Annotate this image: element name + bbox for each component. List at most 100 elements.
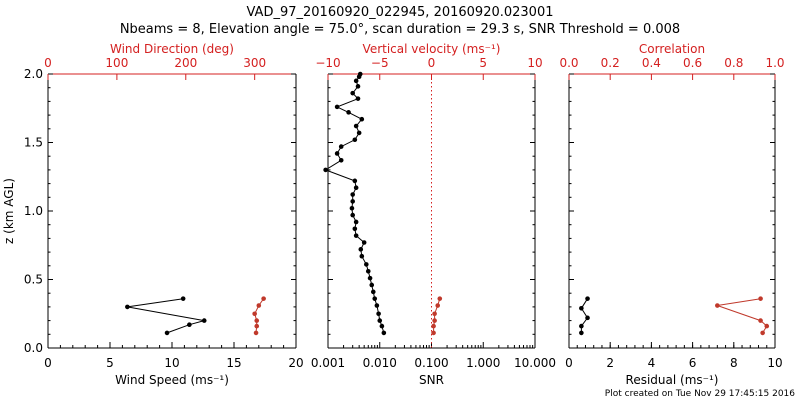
data-point <box>432 311 437 317</box>
data-point <box>764 323 770 329</box>
top-x-tick-label: 300 <box>243 56 266 70</box>
x-tick-label: 10 <box>164 356 179 370</box>
y-tick-label: 1.0 <box>24 204 43 218</box>
data-point <box>353 78 359 84</box>
data-point <box>180 296 186 301</box>
x-tick-label: 0.100 <box>414 356 448 370</box>
data-point <box>715 303 720 308</box>
x-tick-label: 15 <box>226 356 241 370</box>
data-point <box>376 311 381 317</box>
data-point <box>435 303 441 308</box>
x-tick-label: 1.000 <box>466 356 500 370</box>
x-tick-label: 20 <box>288 356 303 370</box>
data-point <box>370 289 376 295</box>
data-point <box>201 318 207 323</box>
data-point <box>256 303 262 308</box>
data-point <box>372 296 378 301</box>
top-x-axis-label: Correlation <box>639 42 705 56</box>
x-tick-label: 0 <box>565 356 573 370</box>
x-tick-label: 0.001 <box>311 356 345 370</box>
x-tick-label: 10 <box>767 356 782 370</box>
data-point <box>377 318 383 323</box>
top-x-tick-label: 0 <box>428 56 436 70</box>
data-point <box>254 318 260 323</box>
data-point <box>323 167 328 173</box>
top-x-tick-label: 100 <box>105 56 128 70</box>
series-line-0 <box>127 298 205 334</box>
data-point <box>432 318 437 323</box>
data-point <box>334 151 340 156</box>
x-tick-label: 2 <box>606 356 614 370</box>
y-tick-label: 0.0 <box>24 341 43 355</box>
data-point <box>125 304 130 310</box>
x-axis-label: Wind Speed (ms⁻¹) <box>115 373 229 387</box>
data-point <box>346 110 351 115</box>
data-point <box>579 305 584 311</box>
data-point <box>355 84 361 89</box>
data-point <box>579 330 584 336</box>
top-x-tick-label: 5 <box>479 56 487 70</box>
data-point <box>353 185 359 191</box>
series-line-0 <box>328 74 385 334</box>
data-point <box>437 296 443 301</box>
data-point <box>361 240 367 245</box>
top-x-tick-label: 0 <box>44 56 52 70</box>
figure-title-line1: VAD_97_20160920_022945, 20160920.023001 <box>247 5 554 20</box>
x-axis-label: SNR <box>419 373 444 387</box>
data-point <box>431 323 436 329</box>
data-point <box>334 104 340 110</box>
data-point <box>350 90 355 96</box>
top-x-tick-label: 1.0 <box>765 56 784 70</box>
data-point <box>367 275 373 281</box>
x-tick-label: 4 <box>648 356 656 370</box>
top-x-tick-label: −10 <box>315 56 340 70</box>
data-point <box>350 199 355 204</box>
data-point <box>579 323 584 329</box>
y-axis-label: z (km AGL) <box>2 178 16 244</box>
data-point <box>353 219 359 225</box>
data-point <box>381 330 387 336</box>
data-point <box>374 303 380 308</box>
top-x-tick-label: 0.6 <box>683 56 702 70</box>
y-tick-label: 2.0 <box>24 67 43 81</box>
data-point <box>338 158 344 163</box>
data-point <box>364 262 369 267</box>
x-tick-label: 6 <box>689 356 697 370</box>
plot-footer: Plot created on Tue Nov 29 17:45:15 2016 <box>605 389 795 399</box>
series-line-1 <box>717 298 768 334</box>
y-tick-label: 1.5 <box>24 136 43 150</box>
data-point <box>353 233 359 238</box>
x-tick-label: 10.000 <box>514 356 556 370</box>
data-point <box>365 268 371 274</box>
figure-title-line2: Nbeams = 8, Elevation angle = 75.0°, sca… <box>120 22 680 37</box>
top-x-tick-label: −5 <box>371 56 389 70</box>
data-point <box>585 296 590 301</box>
x-tick-label: 8 <box>730 356 738 370</box>
y-tick-label: 0.5 <box>24 273 43 287</box>
top-x-tick-label: 0.2 <box>601 56 620 70</box>
data-point <box>758 296 763 301</box>
top-x-axis-label: Vertical velocity (ms⁻¹) <box>363 42 501 56</box>
data-point <box>252 311 257 317</box>
panel-snr: 0.001 0.010 0.100 1.000 10.000 SNR −10 −5 0 5 10 Ve… <box>311 42 556 387</box>
top-x-tick-label: 0.8 <box>724 56 743 70</box>
data-point <box>358 247 364 252</box>
top-x-tick-label: 0.4 <box>642 56 661 70</box>
data-point <box>352 178 358 184</box>
data-point <box>379 323 385 329</box>
data-point <box>350 212 355 218</box>
x-tick-label: 0 <box>44 356 52 370</box>
data-point <box>357 71 363 77</box>
top-x-tick-label: 0.0 <box>559 56 578 70</box>
data-point <box>359 253 365 259</box>
data-point <box>350 192 355 197</box>
data-point <box>261 296 266 301</box>
data-point <box>585 315 590 321</box>
data-point <box>353 123 359 129</box>
data-point <box>352 226 358 232</box>
top-x-axis-label: Wind Direction (deg) <box>110 42 234 56</box>
x-axis-label: Residual (ms⁻¹) <box>626 373 719 387</box>
